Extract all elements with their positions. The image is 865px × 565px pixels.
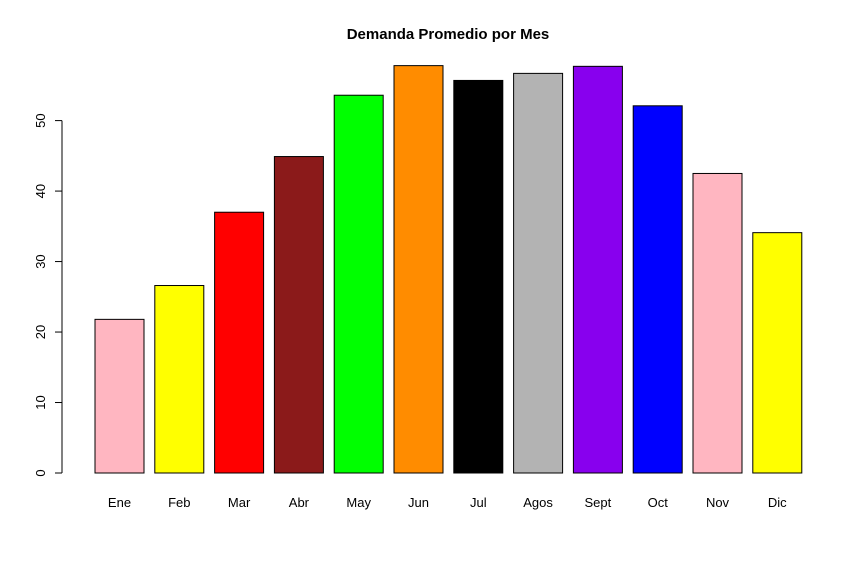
x-tick-label: Jul — [470, 495, 487, 510]
x-tick-label: Sept — [585, 495, 612, 510]
x-tick-label: Feb — [168, 495, 190, 510]
y-tick-label: 30 — [33, 254, 48, 268]
bar-jun — [393, 65, 444, 474]
x-tick-label: May — [346, 495, 371, 510]
bar-abr — [273, 156, 324, 474]
x-tick-label: Nov — [706, 495, 730, 510]
bar-feb — [154, 285, 205, 474]
bar-jul — [453, 79, 504, 474]
bar-nov — [692, 172, 743, 474]
bar-agos — [513, 72, 564, 474]
bar-ene — [94, 318, 145, 474]
bars-group — [94, 65, 803, 474]
x-tick-label: Mar — [228, 495, 251, 510]
y-tick-label: 10 — [33, 395, 48, 409]
bar-oct — [632, 105, 683, 474]
bar-may — [333, 94, 384, 474]
y-tick-label: 0 — [33, 469, 48, 476]
x-tick-label: Jun — [408, 495, 429, 510]
x-axis-labels: Ene Feb Mar Abr May Jun Jul Agos Sept Oct Nov Dic — [108, 495, 787, 510]
y-axis: 0 10 20 30 40 50 — [33, 113, 63, 477]
bar-mar — [214, 211, 265, 474]
x-tick-label: Abr — [289, 495, 310, 510]
bar-sept — [572, 65, 623, 474]
bar-dic — [752, 232, 803, 474]
y-tick-label: 50 — [33, 113, 48, 127]
x-tick-label: Dic — [768, 495, 787, 510]
x-tick-label: Ene — [108, 495, 131, 510]
chart-title: Demanda Promedio por Mes — [347, 26, 550, 43]
x-tick-label: Agos — [523, 495, 553, 510]
y-tick-label: 40 — [33, 184, 48, 198]
x-tick-label: Oct — [648, 495, 669, 510]
y-tick-label: 20 — [33, 325, 48, 339]
